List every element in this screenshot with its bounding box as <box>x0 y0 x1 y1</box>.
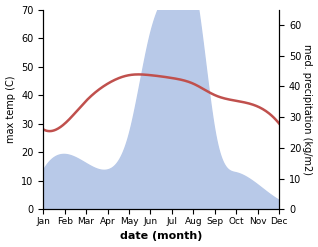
Y-axis label: med. precipitation (kg/m2): med. precipitation (kg/m2) <box>302 44 313 175</box>
Y-axis label: max temp (C): max temp (C) <box>5 76 16 143</box>
X-axis label: date (month): date (month) <box>120 231 203 242</box>
